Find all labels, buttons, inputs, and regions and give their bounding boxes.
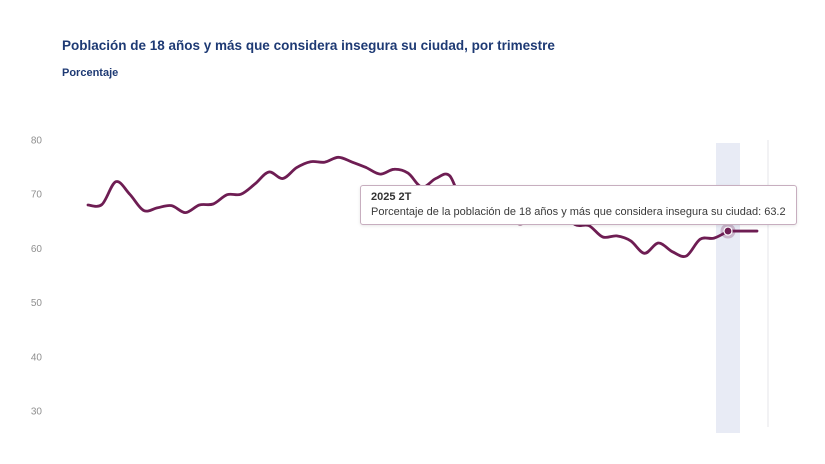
y-axis-tick-label: 50	[31, 298, 43, 309]
series-line	[86, 155, 730, 258]
y-axis-tick-label: 70	[31, 190, 43, 201]
chart-tooltip: 2025 2T Porcentaje de la población de 18…	[360, 185, 797, 225]
page-title: Población de 18 años y más que considera…	[62, 38, 555, 53]
tooltip-title: 2025 2T	[371, 191, 412, 203]
insecurity-line-chart[interactable]: 30 40 50 60 70 80	[0, 125, 825, 464]
y-axis-tick-label: 60	[31, 244, 43, 255]
data-point-marker[interactable]	[723, 226, 733, 236]
chart-subtitle: Porcentaje	[62, 67, 119, 79]
y-axis-tick-label: 30	[31, 407, 43, 418]
tooltip-text: Porcentaje de la población de 18 años y …	[371, 206, 786, 218]
y-axis-tick-label: 40	[31, 352, 43, 363]
y-axis-tick-label: 80	[31, 136, 43, 147]
